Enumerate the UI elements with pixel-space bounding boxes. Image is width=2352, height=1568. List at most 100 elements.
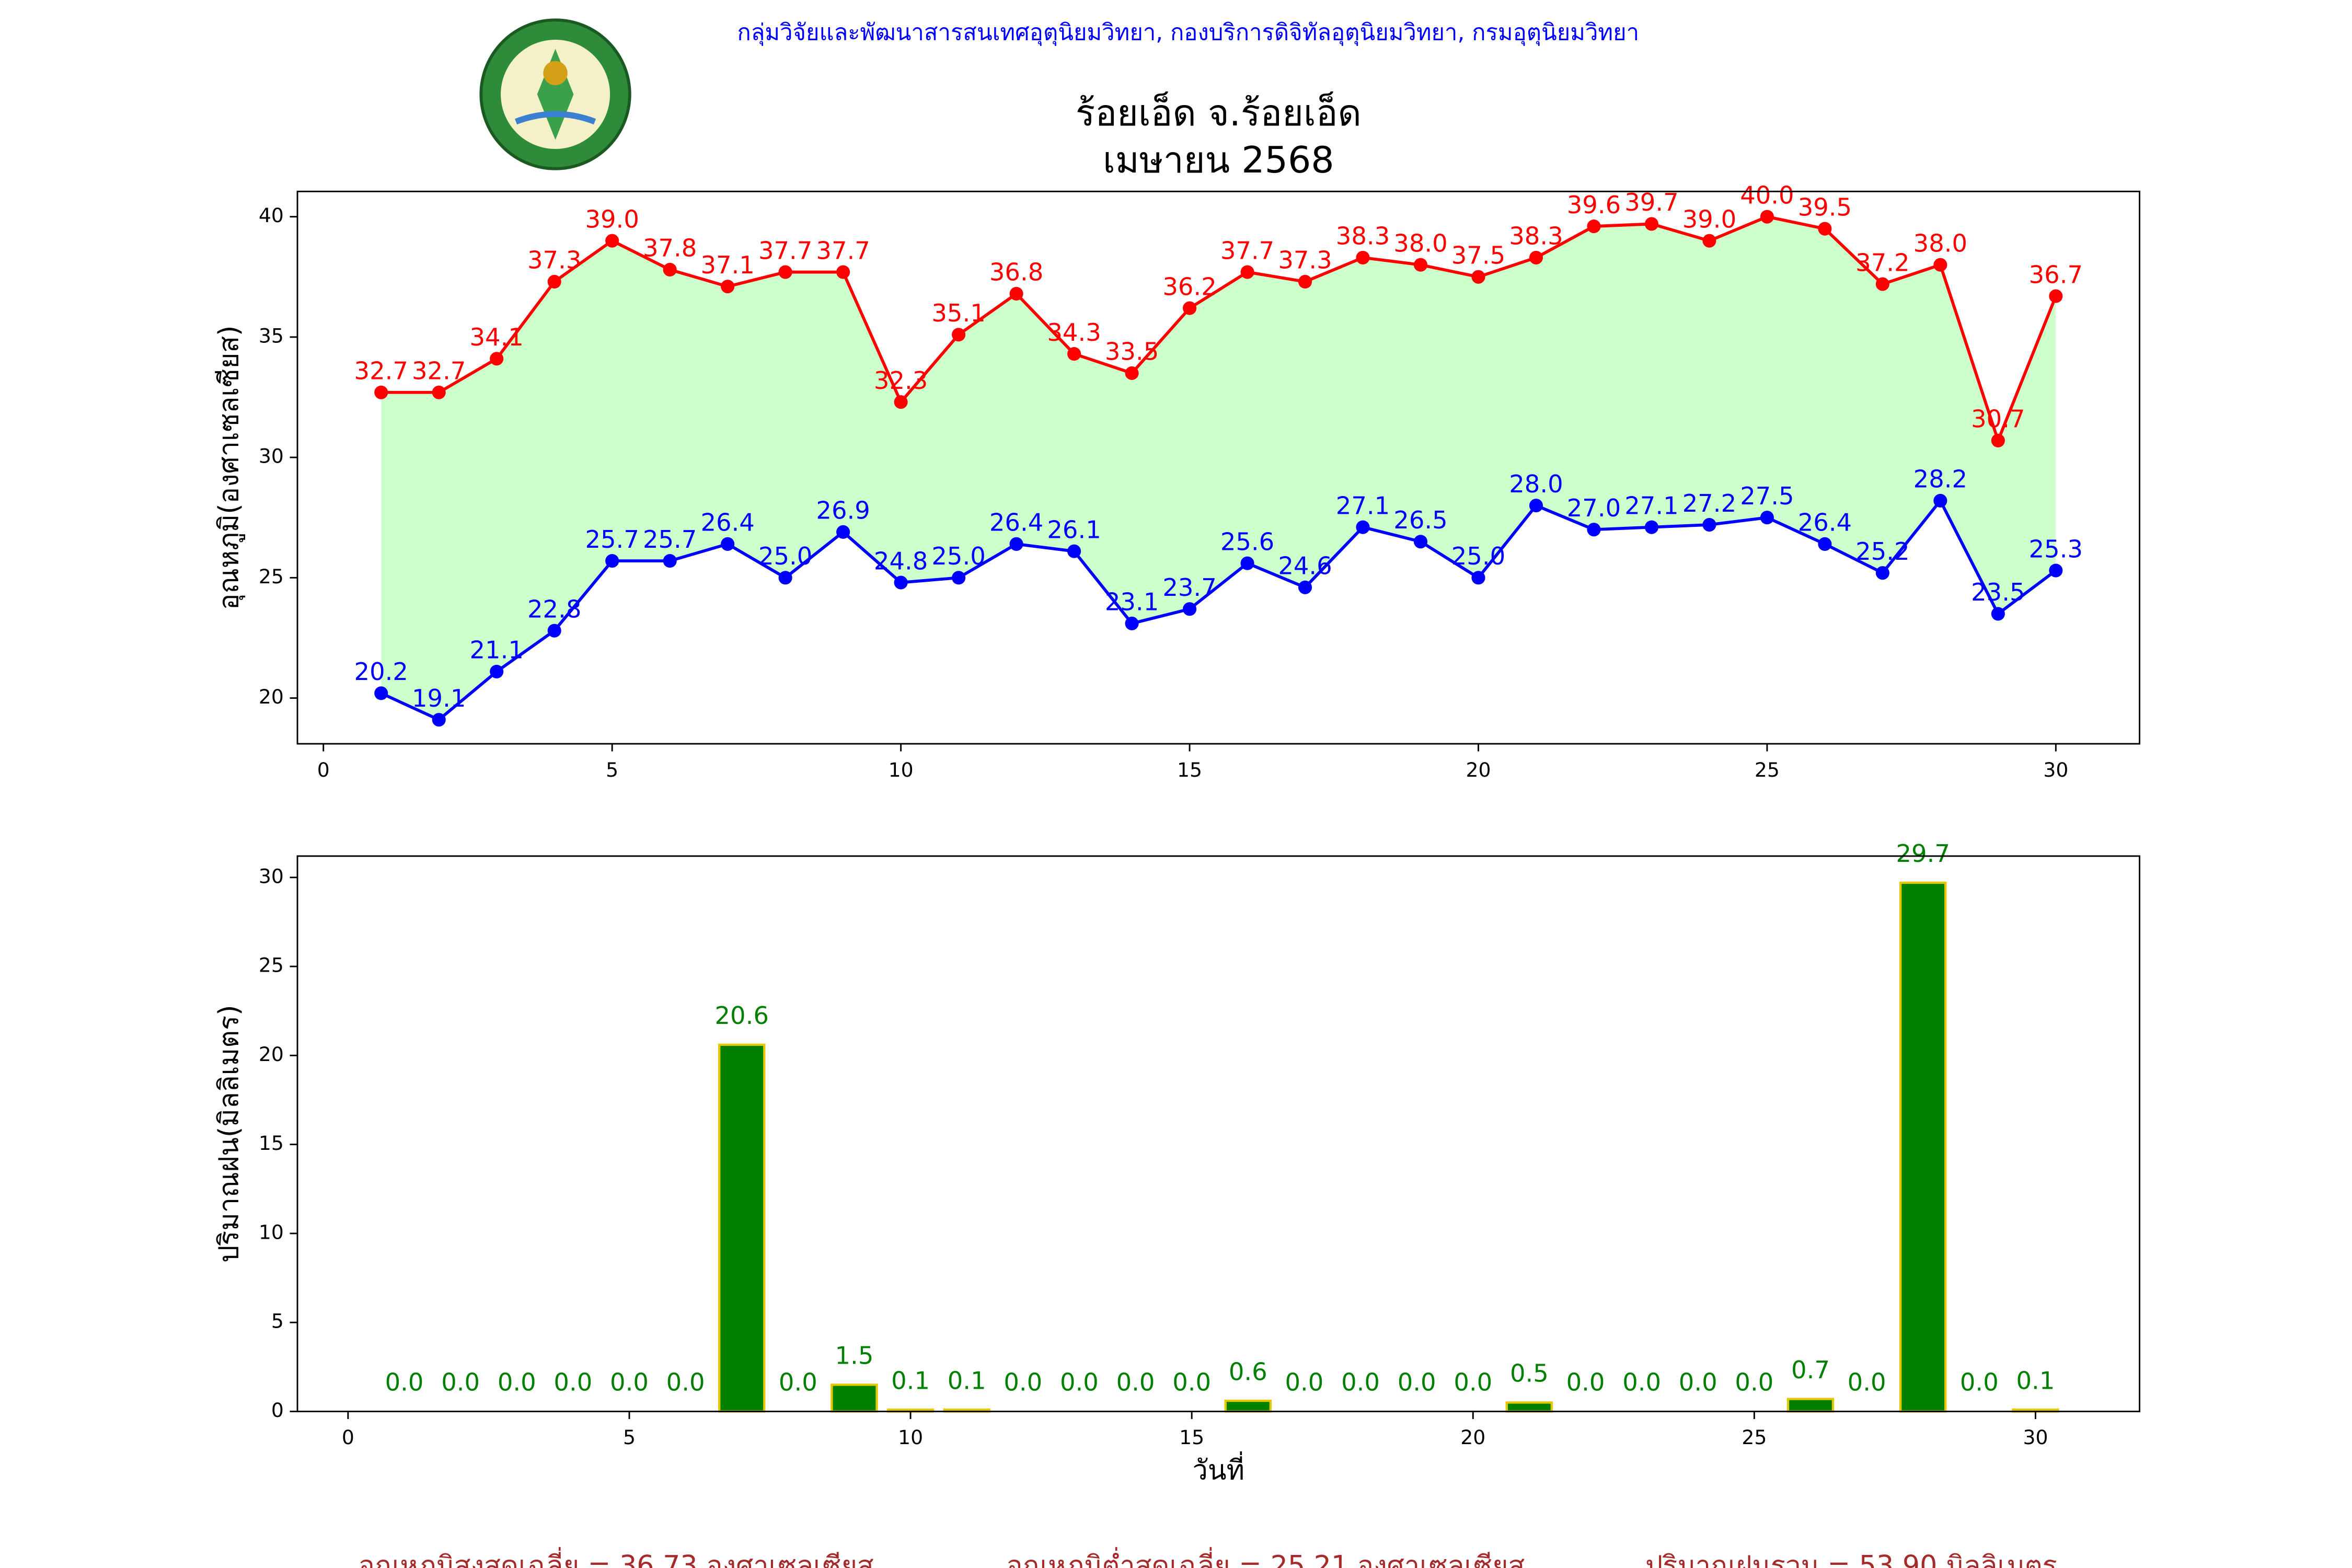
value-label: 0.7: [1791, 1356, 1830, 1384]
point: [1818, 222, 1832, 236]
bar: [1899, 881, 1947, 1413]
point: [1067, 347, 1081, 361]
point: [1529, 250, 1543, 264]
point: [1298, 580, 1312, 594]
header: กลุ่มวิจัยและพัฒนาสารสนเทศอุตุนิยมวิทยา,…: [737, 19, 1639, 46]
point: [1587, 523, 1601, 537]
value-label: 27.1: [1624, 491, 1678, 520]
value-label: 20.6: [715, 1001, 769, 1030]
value-label: 35.1: [931, 299, 985, 327]
value-label: 0.0: [1454, 1368, 1492, 1397]
value-label: 38.0: [1393, 229, 1447, 257]
value-label: 0.0: [1285, 1368, 1323, 1397]
point: [1644, 520, 1659, 534]
point: [1760, 210, 1774, 224]
value-label: 39.0: [585, 205, 639, 233]
point: [432, 385, 446, 399]
x-tick-label: 5: [606, 758, 618, 781]
logo: [479, 18, 631, 170]
x-tick-label: 10: [898, 1426, 923, 1449]
point: [894, 575, 908, 590]
value-label: 40.0: [1740, 181, 1794, 209]
value-label: 23.5: [1971, 578, 2025, 606]
value-label: 0.0: [385, 1368, 424, 1397]
value-label: 0.0: [498, 1368, 536, 1397]
range-fill: [381, 216, 2056, 720]
value-label: 1.5: [835, 1342, 874, 1370]
value-label: 0.0: [1116, 1368, 1155, 1397]
footer-stat: อุณหภูมิต่ำสุดเฉลี่ย = 25.21 องศาเซลเซีย…: [1006, 1547, 1525, 1568]
value-label: 0.0: [554, 1368, 592, 1397]
x-tick-label: 25: [1742, 1426, 1767, 1449]
point: [374, 686, 388, 700]
point: [2049, 563, 2063, 578]
value-label: 21.1: [470, 636, 524, 664]
point: [547, 274, 561, 289]
point: [721, 537, 735, 551]
value-label: 25.0: [758, 542, 812, 570]
point: [1009, 537, 1023, 551]
value-label: 26.4: [989, 509, 1043, 537]
value-label: 37.3: [527, 246, 581, 274]
value-label: 0.0: [441, 1368, 480, 1397]
value-label: 24.6: [1278, 552, 1332, 580]
bar: [1224, 1399, 1272, 1413]
bar: [1786, 1398, 1835, 1413]
value-label: 0.0: [666, 1368, 705, 1397]
point: [374, 385, 388, 399]
point: [2049, 289, 2063, 303]
value-label: 26.5: [1393, 506, 1447, 534]
value-label: 24.8: [874, 547, 928, 575]
footer-stat: ปริมาณฝนรวม = 53.90 มิลลิเมตร: [1645, 1551, 2057, 1568]
point: [490, 352, 504, 366]
point: [605, 554, 619, 568]
y-tick-label: 30: [259, 445, 284, 468]
point: [1125, 616, 1139, 630]
value-label: 26.9: [816, 497, 870, 525]
value-label: 19.1: [412, 684, 466, 712]
value-label: 36.7: [2029, 260, 2083, 289]
series-line: [381, 498, 2057, 722]
point: [721, 280, 735, 294]
value-label: 39.6: [1567, 191, 1621, 219]
point: [663, 554, 677, 568]
value-label: 0.0: [779, 1368, 817, 1397]
x-tick-label: 0: [317, 758, 330, 781]
x-tick-label: 20: [1466, 758, 1491, 781]
value-label: 25.7: [643, 525, 697, 554]
point: [1702, 517, 1716, 532]
point: [836, 525, 850, 539]
y-tick-label: 25: [259, 954, 284, 977]
value-label: 39.0: [1682, 205, 1736, 233]
point: [432, 712, 446, 727]
point: [778, 571, 792, 585]
point: [1702, 234, 1716, 248]
value-label: 25.3: [2029, 535, 2083, 563]
point: [1818, 537, 1832, 551]
point: [952, 328, 966, 342]
value-label: 30.7: [1971, 405, 2025, 433]
bar: [1505, 1401, 1553, 1413]
value-label: 28.2: [1913, 465, 1967, 493]
y-tick-label: 5: [271, 1310, 284, 1333]
value-label: 0.1: [948, 1366, 986, 1394]
value-label: 27.2: [1682, 489, 1736, 517]
point: [1875, 566, 1889, 580]
point: [1356, 250, 1370, 264]
value-label: 29.7: [1896, 839, 1950, 868]
value-label: 27.1: [1336, 491, 1390, 520]
value-label: 20.2: [354, 658, 408, 686]
value-label: 0.1: [2016, 1366, 2055, 1394]
y-tick-label: 25: [259, 565, 284, 588]
value-label: 32.3: [874, 366, 928, 395]
footer-stat: อุณหภูมิสูงสุดเฉลี่ย = 36.73 องศาเซลเซีย…: [359, 1547, 874, 1568]
x-tick-label: 20: [1460, 1426, 1485, 1449]
value-label: 37.5: [1451, 241, 1505, 270]
x-tick-label: 30: [2043, 758, 2068, 781]
bar: [831, 1383, 878, 1413]
value-label: 37.7: [1220, 236, 1274, 264]
value-label: 39.5: [1798, 193, 1852, 221]
y-tick-label: 40: [259, 204, 284, 227]
point: [605, 234, 619, 248]
